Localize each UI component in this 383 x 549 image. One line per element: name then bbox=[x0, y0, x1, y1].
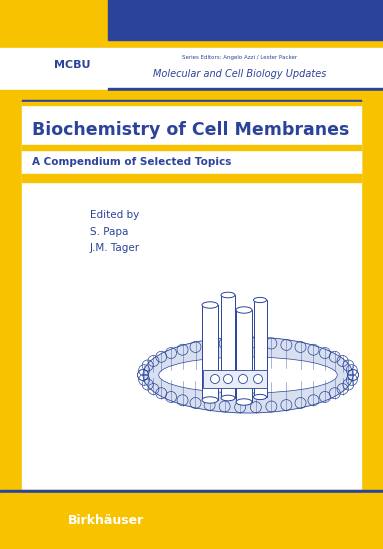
Bar bbox=[22, 148, 361, 150]
Bar bbox=[202, 305, 218, 400]
Bar bbox=[0, 492, 383, 495]
Bar bbox=[108, 88, 383, 91]
Bar bbox=[0, 48, 383, 90]
Bar bbox=[236, 310, 252, 402]
Ellipse shape bbox=[254, 394, 267, 400]
Bar bbox=[22, 102, 361, 105]
Text: Edited by: Edited by bbox=[90, 210, 139, 220]
Circle shape bbox=[239, 374, 247, 384]
Text: Birkhäuser: Birkhäuser bbox=[68, 513, 144, 526]
Bar bbox=[0, 490, 383, 492]
Bar bbox=[22, 100, 361, 102]
Bar bbox=[0, 490, 383, 549]
Text: Series Editors: Angelo Azzi / Lester Packer: Series Editors: Angelo Azzi / Lester Pac… bbox=[182, 55, 298, 60]
Ellipse shape bbox=[236, 307, 252, 313]
Circle shape bbox=[224, 374, 232, 384]
Bar bbox=[22, 100, 361, 490]
Bar bbox=[0, 90, 383, 93]
Ellipse shape bbox=[254, 298, 267, 302]
Bar bbox=[203, 370, 267, 388]
Ellipse shape bbox=[159, 357, 337, 393]
Text: A Compendium of Selected Topics: A Compendium of Selected Topics bbox=[32, 157, 231, 167]
Ellipse shape bbox=[202, 397, 218, 403]
Bar bbox=[0, 91, 383, 101]
Ellipse shape bbox=[221, 292, 235, 298]
Ellipse shape bbox=[143, 337, 353, 413]
Text: Biochemistry of Cell Membranes: Biochemistry of Cell Membranes bbox=[32, 121, 349, 139]
Ellipse shape bbox=[221, 395, 235, 401]
Text: S. Papa: S. Papa bbox=[90, 227, 128, 237]
Bar bbox=[108, 0, 383, 40]
Circle shape bbox=[211, 374, 219, 384]
Bar bbox=[22, 145, 361, 148]
Ellipse shape bbox=[236, 399, 252, 405]
Bar bbox=[254, 300, 267, 397]
Circle shape bbox=[254, 374, 262, 384]
Bar bbox=[221, 295, 235, 398]
Bar bbox=[22, 174, 361, 177]
Bar bbox=[22, 180, 361, 182]
Text: MCBU: MCBU bbox=[54, 60, 90, 70]
Ellipse shape bbox=[202, 302, 218, 308]
Text: J.M. Tager: J.M. Tager bbox=[90, 243, 140, 253]
Text: Molecular and Cell Biology Updates: Molecular and Cell Biology Updates bbox=[153, 69, 327, 79]
Bar bbox=[22, 150, 361, 174]
Bar bbox=[22, 177, 361, 180]
